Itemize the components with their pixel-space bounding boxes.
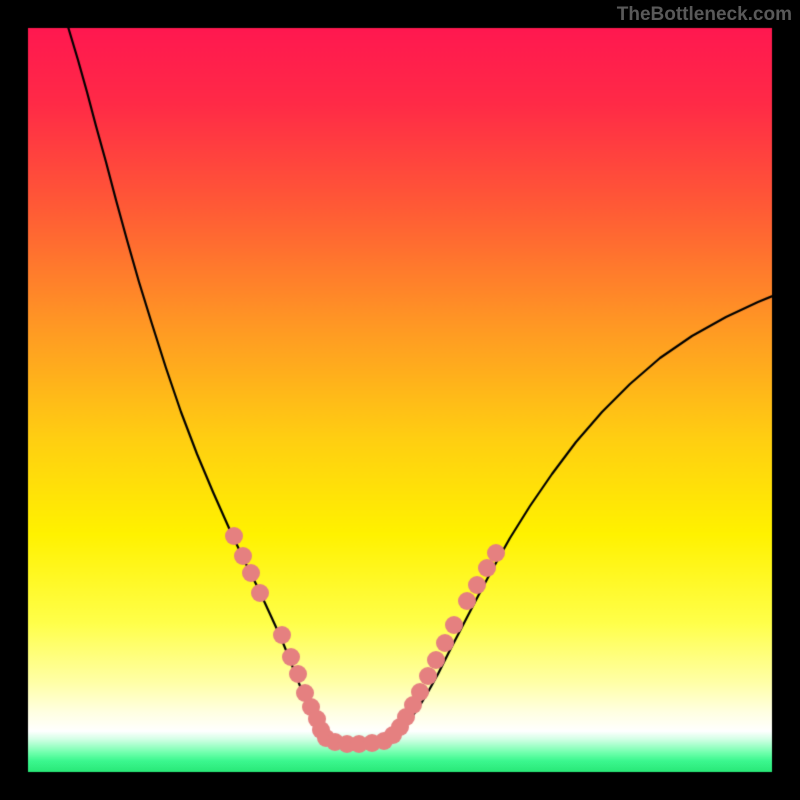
- chart-container: TheBottleneck.com: [0, 0, 800, 800]
- bottleneck-chart-canvas: [0, 0, 800, 800]
- watermark-text: TheBottleneck.com: [617, 4, 792, 26]
